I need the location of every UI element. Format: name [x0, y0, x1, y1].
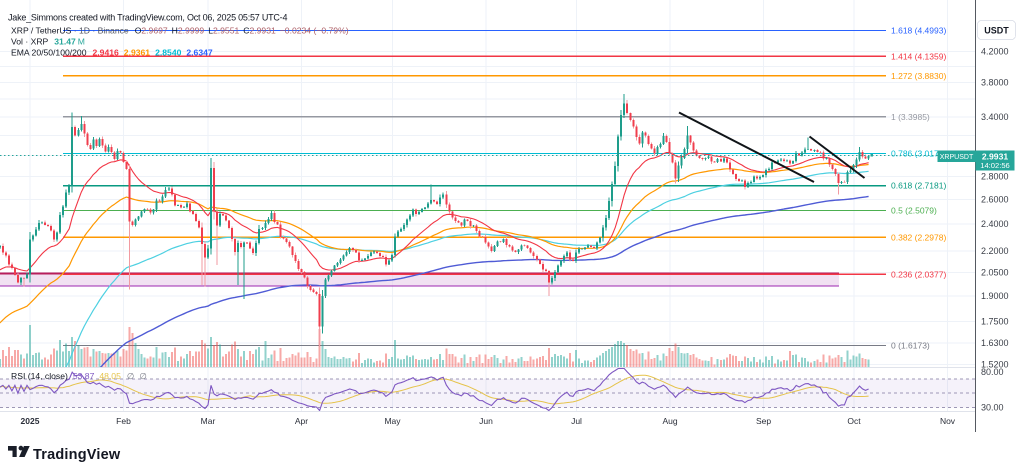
- svg-text:0.382 (2.2978): 0.382 (2.2978): [891, 232, 946, 242]
- svg-text:May: May: [384, 416, 401, 426]
- svg-text:14:02:56: 14:02:56: [980, 161, 1010, 170]
- svg-text:2.9931: 2.9931: [982, 151, 1009, 161]
- svg-text:Sep: Sep: [756, 416, 771, 426]
- svg-text:2025: 2025: [21, 416, 40, 426]
- svg-text:Aug: Aug: [662, 416, 677, 426]
- svg-text:1.9000: 1.9000: [981, 291, 1009, 301]
- svg-text:80.00: 80.00: [981, 367, 1004, 377]
- svg-text:TradingView: TradingView: [33, 447, 121, 463]
- svg-text:0.236 (2.0377): 0.236 (2.0377): [891, 269, 946, 279]
- svg-text:1 (3.3985): 1 (3.3985): [891, 112, 930, 122]
- svg-text:2.6000: 2.6000: [981, 194, 1009, 204]
- svg-text:Feb: Feb: [116, 416, 131, 426]
- svg-text:1.5200: 1.5200: [981, 360, 1009, 370]
- svg-text:0.5 (2.5079): 0.5 (2.5079): [891, 206, 937, 216]
- svg-text:1.6300: 1.6300: [981, 338, 1009, 348]
- svg-text:1.414 (4.1359): 1.414 (4.1359): [891, 51, 946, 61]
- svg-text:4.2000: 4.2000: [981, 47, 1009, 57]
- svg-text:Mar: Mar: [201, 416, 216, 426]
- svg-text:0 (1.6173): 0 (1.6173): [891, 341, 930, 351]
- svg-text:1.7500: 1.7500: [981, 316, 1009, 326]
- svg-text:2.8000: 2.8000: [981, 172, 1009, 182]
- svg-text:3.4000: 3.4000: [981, 112, 1009, 122]
- svg-text:2.0500: 2.0500: [981, 268, 1009, 278]
- svg-text:Apr: Apr: [295, 416, 308, 426]
- svg-text:2.2000: 2.2000: [981, 246, 1009, 256]
- svg-text:XRPUSDT: XRPUSDT: [940, 154, 974, 161]
- svg-text:1.618 (4.4993): 1.618 (4.4993): [891, 26, 946, 36]
- svg-text:Oct: Oct: [847, 416, 861, 426]
- svg-text:1.272 (3.8830): 1.272 (3.8830): [891, 71, 946, 81]
- svg-text:0.786 (3.0173): 0.786 (3.0173): [891, 149, 946, 159]
- svg-text:0.618 (2.7181): 0.618 (2.7181): [891, 181, 946, 191]
- svg-text:Nov: Nov: [940, 416, 956, 426]
- svg-text:2.4000: 2.4000: [981, 219, 1009, 229]
- svg-text:USDT: USDT: [984, 26, 1009, 36]
- svg-text:3.8000: 3.8000: [981, 78, 1009, 88]
- svg-text:30.00: 30.00: [981, 402, 1004, 412]
- svg-text:Jun: Jun: [479, 416, 493, 426]
- svg-text:Jul: Jul: [571, 416, 582, 426]
- svg-text:Jake_Simmons created with Trad: Jake_Simmons created with TradingView.co…: [8, 13, 287, 23]
